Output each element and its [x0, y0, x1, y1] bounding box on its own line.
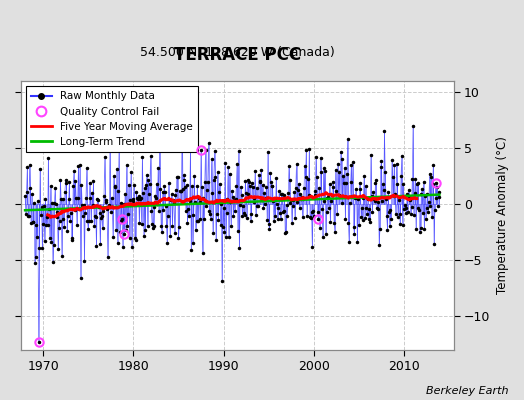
- Y-axis label: Temperature Anomaly (°C): Temperature Anomaly (°C): [496, 136, 509, 294]
- Text: TERRACE PCC: TERRACE PCC: [173, 46, 301, 64]
- Title: 54.500 N, 128.620 W (Canada): 54.500 N, 128.620 W (Canada): [140, 46, 334, 59]
- Text: Berkeley Earth: Berkeley Earth: [426, 386, 508, 396]
- Legend: Raw Monthly Data, Quality Control Fail, Five Year Moving Average, Long-Term Tren: Raw Monthly Data, Quality Control Fail, …: [26, 86, 198, 152]
